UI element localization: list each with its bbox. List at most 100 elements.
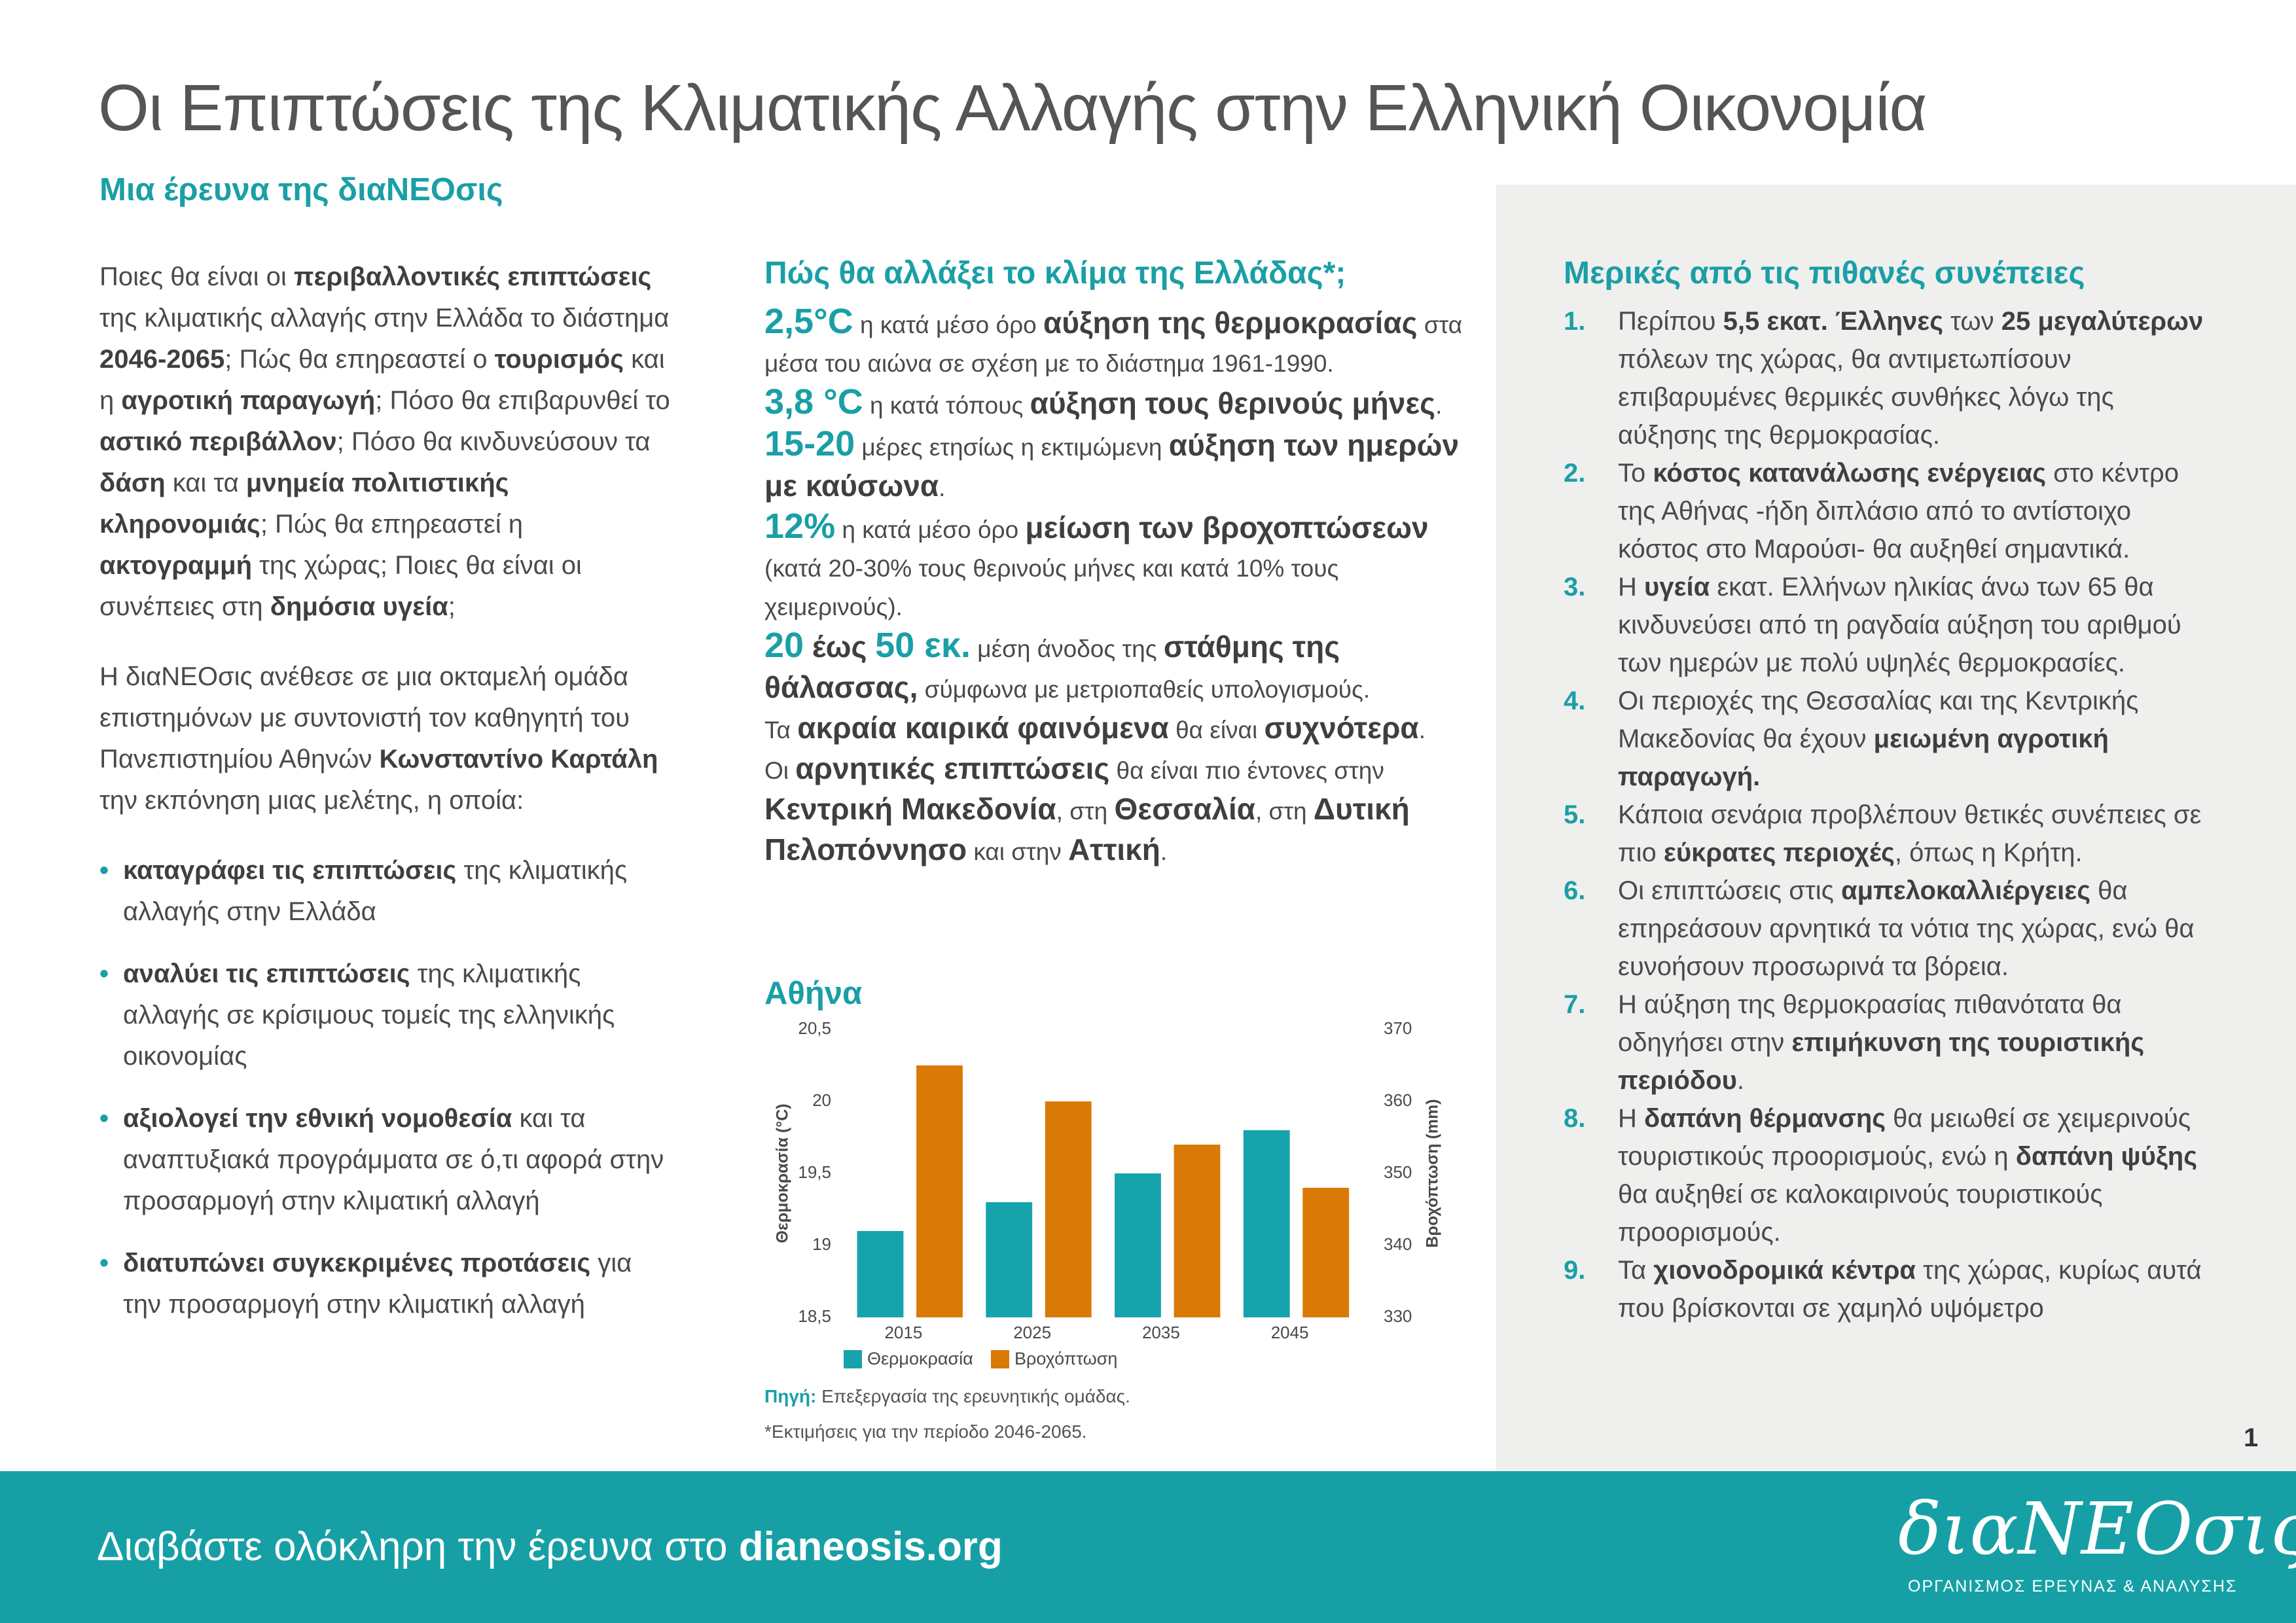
chart: Αθήνα 18,5 19 19,5 20 20,5 330 340 350 360 370 Θερμ… [764, 976, 1442, 1368]
legend-swatch [844, 1350, 862, 1368]
legend-label: Βροχόπτωση [1014, 1349, 1117, 1368]
text-run: 12% [764, 507, 836, 546]
text-run: στα μέσα του αιώνα σε σχέση με το διάστη… [764, 312, 1463, 377]
bar [1174, 1145, 1221, 1317]
footer-text: Διαβάστε ολόκληρη την έρευνα στο dianeos… [97, 1524, 1003, 1570]
item-number: 5. [1564, 800, 1586, 829]
list-item: 1. Περίπου 5,5 εκατ. Έλληνες των 25 μεγαλ… [1564, 302, 2257, 454]
climate-item: 3,8 °C η κατά τόπους αύξηση τους θερινού… [764, 383, 1478, 425]
text-run: Τα [1618, 1256, 1654, 1285]
y2-tick-label: 330 [1384, 1306, 1412, 1326]
item-text: Κάποια σενάρια προβλέπουν θετικές συνέπε… [1618, 796, 2207, 872]
text-run: δαπάνη ψύξης [2015, 1142, 2197, 1171]
item-number: 8. [1564, 1104, 1586, 1133]
paragraph: Ποιες θα είναι οι περιβαλλοντικές επιπτώ… [99, 257, 675, 628]
text-run: καταγράφει τις επιπτώσεις [123, 856, 457, 885]
page-number: 1 [2244, 1423, 2259, 1452]
text-run: της χώρας, κυρίως αυτά που βρίσκονται σε… [1618, 1256, 2202, 1323]
chart-title: Αθήνα [764, 976, 862, 1011]
text-run: θα αυξηθεί σε καλοκαιρινούς τουριστικούς… [1618, 1180, 2103, 1247]
text-run: , στη [1255, 798, 1314, 825]
text-run: Οι περιοχές της Θεσσαλίας και της Κεντρι… [1618, 687, 2139, 753]
footer-bar [0, 1471, 2296, 1623]
text-run: αναλύει τις επιπτώσεις [123, 959, 410, 988]
text-run: σύμφωνα με μετριοπαθείς υπολογισμούς. [918, 676, 1371, 703]
item-number: 2. [1564, 459, 1586, 488]
text-run: μέρες ετησίως η εκτιμώμενη [855, 434, 1169, 461]
item-text: Οι επιπτώσεις στις αμπελοκαλλιέργειες θα… [1618, 872, 2207, 986]
text-run: για την προσαρμογή στην κλιματική αλλαγή [123, 1249, 632, 1319]
text-run: μέση άνοδος της [970, 635, 1164, 662]
y2-tick-label: 360 [1384, 1090, 1412, 1110]
text-run: Η [1618, 1104, 1644, 1133]
x-tick-label: 2015 [884, 1323, 922, 1342]
text-run: 15-20 [764, 424, 855, 463]
list-item: 4. Οι περιοχές της Θεσσαλίας και της Κεντ… [1564, 682, 2257, 796]
list-item: 7. Η αύξηση της θερμοκρασίας πιθανότατα θ… [1564, 986, 2257, 1099]
y2-axis-label: Βροχόπτωση (mm) [1424, 1099, 1442, 1247]
text-run: αγροτική παραγωγή [121, 386, 376, 415]
climate-item: 12% η κατά μέσο όρο μείωση των βροχοπτώσ… [764, 507, 1478, 626]
text-run: αύξηση τους θερινούς μήνες [1030, 386, 1436, 420]
text-run: την εκπόνηση μιας μελέτης, η οποία: [99, 786, 524, 815]
text-run: της κλιματικής αλλαγής σε κρίσιμους τομε… [123, 959, 615, 1071]
text-run: εκατ. Ελλήνων ηλικίας άνω των 65 θα κινδ… [1618, 573, 2181, 677]
text-run: Οι [764, 757, 796, 784]
text-run: μείωση των βροχοπτώσεων [1025, 510, 1429, 544]
text-run: και τα αναπτυξιακά προγράμματα σε ό,τι α… [123, 1104, 664, 1215]
text-run: δημόσια υγεία [270, 592, 448, 621]
item-text: Περίπου 5,5 εκατ. Έλληνες των 25 μεγαλύτ… [1618, 302, 2207, 454]
text-run: και στην [967, 838, 1069, 865]
text-run: Περίπου [1618, 307, 1723, 336]
legend-swatch [991, 1350, 1009, 1368]
paragraph: Η διαΝΕΟσις ανέθεσε σε μια οκταμελή ομάδ… [99, 656, 675, 821]
text-run: ; Πώς θα επηρεαστεί η [260, 510, 523, 539]
section-heading: Μερικές από τις πιθανές συνέπειες [1564, 256, 2085, 291]
text-run: αύξηση των ημερών με καύσωνα [764, 428, 1460, 503]
y2-tick-label: 340 [1384, 1234, 1412, 1254]
y-tick-label: 19,5 [798, 1162, 831, 1182]
climate-item: 15-20 μέρες ετησίως η εκτιμώμενη αύξηση … [764, 425, 1478, 507]
text-run: δαπάνη θέρμανσης [1644, 1104, 1886, 1133]
text-run: Διαβάστε ολόκληρη την έρευνα στο [97, 1524, 739, 1569]
text-run: 20 [764, 626, 804, 665]
list-item: 9. Τα χιονοδρομικά κέντρα της χώρας, κυρί… [1564, 1251, 2257, 1327]
intro-column: Ποιες θα είναι οι περιβαλλοντικές επιπτώ… [99, 257, 675, 1346]
text-run: Θεσσαλία [1114, 792, 1255, 826]
y2-tick-label: 370 [1384, 1018, 1412, 1038]
item-number: 9. [1564, 1256, 1586, 1285]
bar [857, 1231, 904, 1317]
intro-paragraphs: Ποιες θα είναι οι περιβαλλοντικές επιπτώ… [99, 257, 675, 821]
item-text: Οι περιοχές της Θεσσαλίας και της Κεντρι… [1618, 682, 2207, 796]
text-run: (κατά 20-30% τους θερινούς μήνες και κατ… [764, 555, 1339, 620]
text-run: . [1418, 717, 1426, 743]
item-number: 3. [1564, 573, 1586, 601]
page-subtitle: Μια έρευνα της διαΝΕΟσις [99, 172, 503, 207]
x-tick-label: 2045 [1271, 1323, 1309, 1342]
text-run: υγεία [1644, 573, 1710, 601]
text-run: διατυπώνει συγκεκριμένες προτάσεις [123, 1249, 591, 1277]
legend-label: Θερμοκρασία [867, 1349, 973, 1368]
page-title: Οι Επιπτώσεις της Κλιματικής Αλλαγής στη… [98, 71, 1927, 145]
logo-tagline: ΟΡΓΑΝΙΣΜΟΣ ΕΡΕΥΝΑΣ & ΑΝΑΛΥΣΗΣ [1908, 1577, 2238, 1596]
text-run: αστικό περιβάλλον [99, 427, 337, 456]
text-run: περιβαλλοντικές επιπτώσεις [293, 262, 652, 291]
text-run: . [1736, 1066, 1744, 1095]
text-run: Ποιες θα είναι οι [99, 262, 294, 291]
text-run: Πηγή: [764, 1386, 817, 1406]
text-run: dianeosis.org [738, 1524, 1003, 1569]
text-run: θα μειωθεί σε χειμερινούς τουριστικούς π… [1618, 1104, 2191, 1171]
bullet-item: καταγράφει τις επιπτώσεις της κλιματικής… [99, 850, 675, 933]
list-item: 3. Η υγεία εκατ. Ελλήνων ηλικίας άνω των … [1564, 568, 2257, 682]
y-axis-label: Θερμοκρασία (°C) [774, 1103, 792, 1243]
text-run: Κάποια σενάρια προβλέπουν θετικές συνέπε… [1618, 800, 2202, 867]
bullet-item: αξιολογεί την εθνική νομοθεσία και τα αν… [99, 1098, 675, 1222]
intro-bullets: καταγράφει τις επιπτώσεις της κλιματικής… [99, 850, 675, 1325]
text-run: τουρισμός [494, 345, 624, 374]
text-run: η κατά μέσο όρο [853, 312, 1043, 338]
text-run: πόλεων της χώρας, θα αντιμετωπίσουν επιβ… [1618, 345, 2114, 450]
text-run: κόστος κατανάλωσης ενέργειας [1653, 459, 2047, 488]
text-run: συχνότερα [1264, 711, 1419, 745]
text-run: Δυτική Πελοπόννησο [764, 792, 1410, 866]
